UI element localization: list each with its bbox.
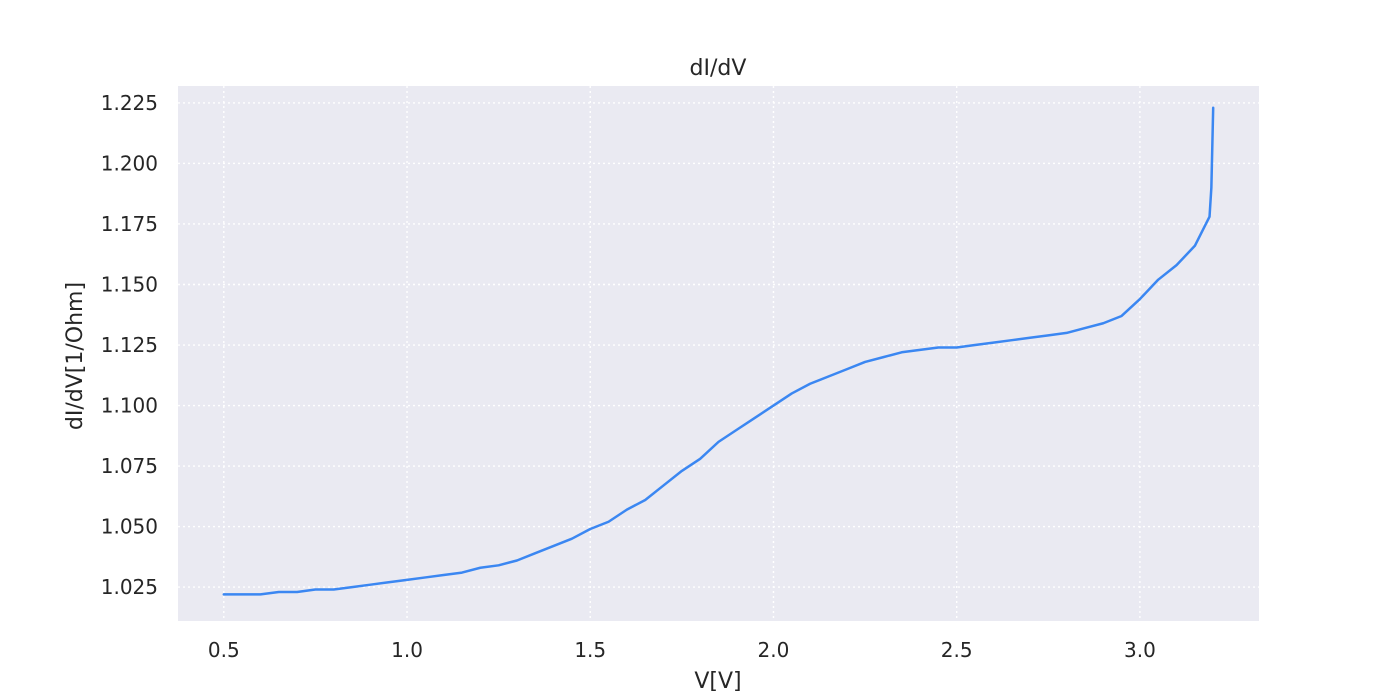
y-axis-label: dI/dV[1/Ohm]	[63, 282, 88, 430]
y-tick-label: 1.025	[101, 575, 158, 599]
y-axis-ticks: 1.025 1.050 1.075 1.100 1.125 1.150 1.175 1.200…	[101, 91, 158, 599]
x-tick-label: 3.0	[1124, 638, 1156, 662]
x-tick-label: 2.5	[941, 638, 973, 662]
y-tick-label: 1.200	[101, 151, 158, 175]
x-tick-label: 1.0	[391, 638, 423, 662]
plot-area	[178, 86, 1259, 621]
x-tick-label: 0.5	[208, 638, 240, 662]
series-line-dIdV	[222, 106, 1215, 596]
x-axis-ticks: 0.5 1.0 1.5 2.0 2.5 3.0	[208, 638, 1156, 662]
y-tick-label: 1.175	[101, 212, 158, 236]
chart-title: dI/dV	[690, 56, 747, 81]
y-tick-label: 1.225	[101, 91, 158, 115]
x-axis-label: V[V]	[694, 669, 741, 694]
y-tick-label: 1.150	[101, 273, 158, 297]
y-tick-label: 1.075	[101, 454, 158, 478]
y-tick-label: 1.100	[101, 394, 158, 418]
x-tick-label: 1.5	[574, 638, 606, 662]
y-tick-label: 1.050	[101, 515, 158, 539]
y-tick-label: 1.125	[101, 333, 158, 357]
x-tick-label: 2.0	[758, 638, 790, 662]
